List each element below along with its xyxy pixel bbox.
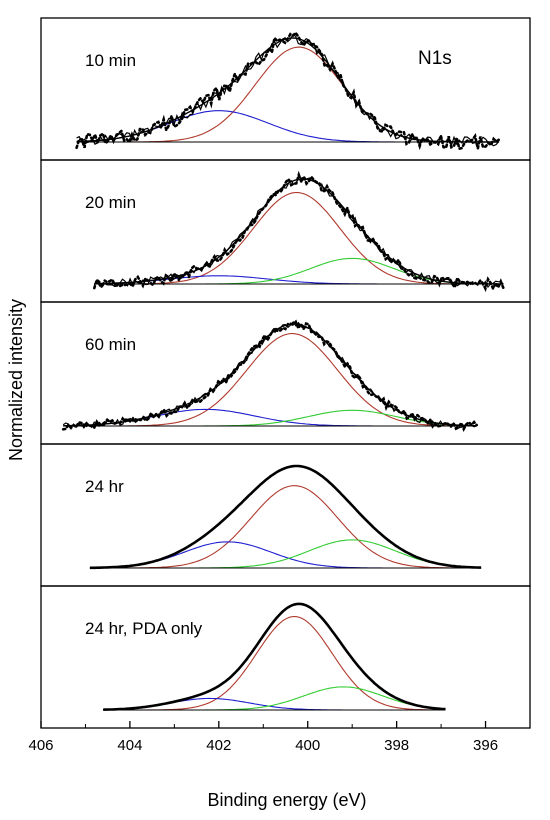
x-axis-title: Binding energy (eV): [207, 790, 366, 810]
experimental-line: [93, 176, 504, 289]
fitted-envelope: [94, 178, 504, 285]
x-axis-ticks: 406 404 402 400 398 396: [28, 721, 531, 754]
component-curve-2: [89, 541, 482, 569]
x-tick-label: 406: [28, 737, 53, 754]
panel-1: 10 min: [40, 17, 531, 161]
x-tick-label: 402: [206, 737, 231, 754]
panel-label: 24 hr, PDA only: [85, 619, 203, 638]
fitted-envelope: [103, 602, 446, 711]
component-curve-2: [76, 110, 499, 143]
x-tick-label: 404: [117, 737, 142, 754]
fitted-envelope: [89, 464, 482, 570]
panels-layer: 10 min 20 min 60 min 24 hr 24 hr, PDA only: [40, 17, 531, 729]
panel-frame: [40, 443, 531, 587]
panel-4: 24 hr: [40, 443, 531, 587]
panel-5: 24 hr, PDA only: [40, 585, 531, 729]
raw-data-points: [93, 170, 505, 293]
panel-label: 20 min: [85, 193, 136, 212]
component-curve-1: [89, 485, 482, 569]
element-label-n1s: N1s: [418, 48, 452, 69]
x-tick-label: 398: [384, 737, 409, 754]
fitted-envelope: [63, 323, 477, 427]
panel-frame: [40, 585, 531, 729]
x-tick-label: 396: [473, 737, 498, 754]
panel-label: 60 min: [85, 335, 136, 354]
x-tick-label: 400: [295, 737, 320, 754]
panel-2: 20 min: [40, 159, 531, 303]
component-curve-1: [94, 191, 504, 285]
panel-label: 10 min: [85, 51, 136, 70]
panel-3: 60 min: [40, 301, 531, 445]
fitted-envelope: [76, 37, 499, 143]
experimental-line: [76, 33, 500, 148]
panel-label: 24 hr: [85, 477, 124, 496]
y-axis-title: Normalized intensity: [6, 299, 26, 461]
